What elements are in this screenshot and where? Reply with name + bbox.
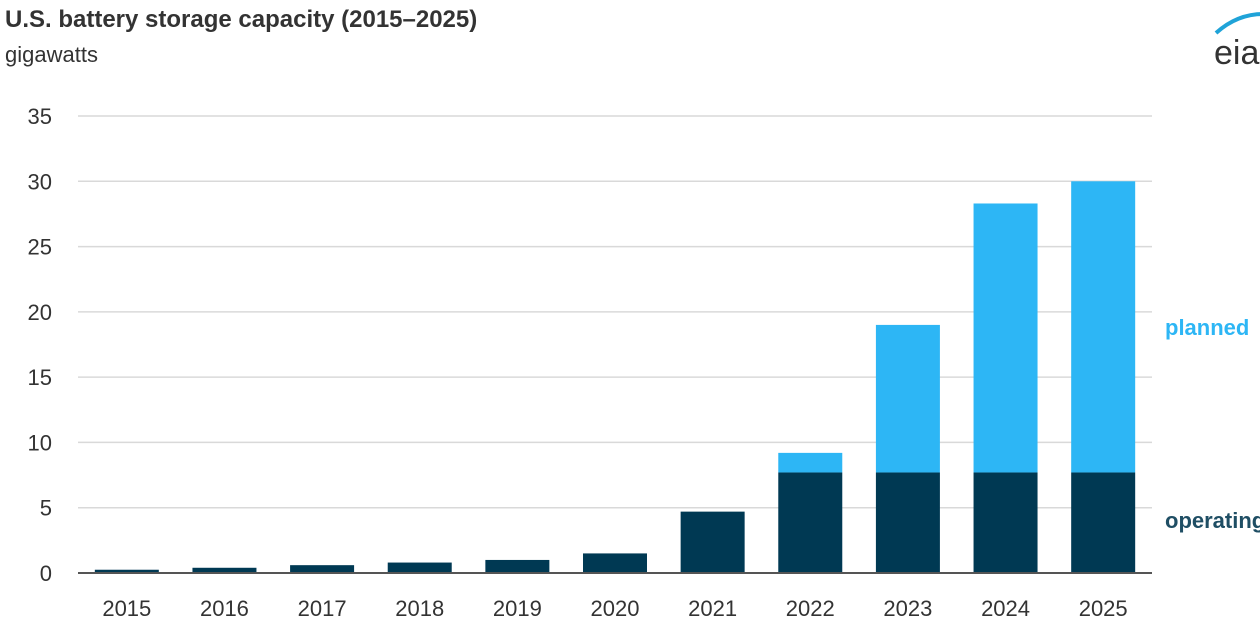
legend-label-planned: planned bbox=[1165, 315, 1249, 340]
x-tick-label: 2020 bbox=[591, 596, 640, 621]
bar-operating-2021 bbox=[680, 511, 745, 573]
x-tick-label: 2022 bbox=[786, 596, 835, 621]
y-tick-label: 20 bbox=[28, 300, 52, 325]
bar-operating-2024 bbox=[973, 472, 1038, 573]
bar-planned-2022 bbox=[778, 452, 843, 473]
bar-operating-2019 bbox=[485, 559, 550, 573]
x-tick-label: 2019 bbox=[493, 596, 542, 621]
y-tick-label: 35 bbox=[28, 104, 52, 129]
x-tick-label: 2024 bbox=[981, 596, 1030, 621]
bar-operating-2017 bbox=[290, 565, 355, 573]
bar-operating-2016 bbox=[192, 567, 257, 573]
x-tick-label: 2023 bbox=[883, 596, 932, 621]
y-tick-label: 30 bbox=[28, 169, 52, 194]
x-tick-label: 2021 bbox=[688, 596, 737, 621]
svg-text:eia: eia bbox=[1214, 34, 1259, 68]
bar-operating-2020 bbox=[583, 553, 647, 573]
x-tick-label: 2015 bbox=[102, 596, 151, 621]
bar-planned-2024 bbox=[973, 203, 1038, 473]
y-tick-label: 5 bbox=[40, 496, 52, 521]
y-tick-label: 10 bbox=[28, 430, 52, 455]
legend-label-operating: operating bbox=[1165, 508, 1260, 533]
bar-operating-2018 bbox=[387, 562, 452, 573]
chart-title: U.S. battery storage capacity (2015–2025… bbox=[5, 6, 478, 33]
y-axis-unit: gigawatts bbox=[5, 42, 98, 67]
bar-planned-2025 bbox=[1071, 181, 1136, 473]
bar-operating-2023 bbox=[875, 472, 940, 573]
x-tick-label: 2017 bbox=[298, 596, 347, 621]
bar-operating-2025 bbox=[1071, 472, 1136, 573]
x-tick-label: 2016 bbox=[200, 596, 249, 621]
y-tick-label: 25 bbox=[28, 235, 52, 260]
x-tick-label: 2018 bbox=[395, 596, 444, 621]
bar-operating-2015 bbox=[94, 569, 159, 573]
bar-operating-2022 bbox=[778, 472, 843, 573]
bar-planned-2023 bbox=[875, 324, 940, 473]
y-tick-label: 15 bbox=[28, 365, 52, 390]
eia-logo: eia bbox=[1214, 12, 1260, 68]
y-tick-label: 0 bbox=[40, 561, 52, 586]
x-tick-label: 2025 bbox=[1079, 596, 1128, 621]
